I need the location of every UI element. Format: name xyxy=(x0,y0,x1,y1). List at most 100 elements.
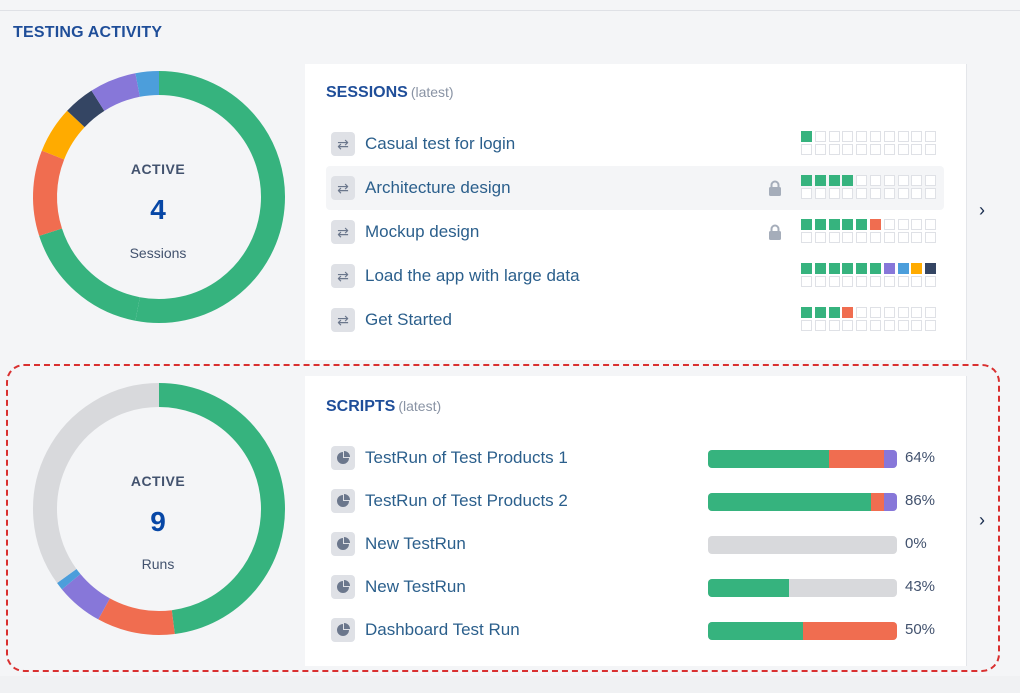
sessions-next-button[interactable]: › xyxy=(966,64,1000,360)
scripts-donut-panel: ACTIVE 9 Runs xyxy=(11,376,305,666)
progress-cell xyxy=(828,188,840,199)
progress-cell xyxy=(814,320,826,331)
script-name[interactable]: New TestRun xyxy=(365,577,466,596)
progress-cell-pass xyxy=(856,263,868,274)
progress-cell xyxy=(814,232,826,243)
progress-cell xyxy=(911,175,923,186)
progress-cell xyxy=(911,131,923,142)
script-progress-bar xyxy=(708,493,897,511)
progress-cell xyxy=(842,131,854,142)
progress-cell xyxy=(911,320,923,331)
scripts-subtitle: (latest) xyxy=(398,398,442,414)
progress-cell-pass xyxy=(828,263,840,274)
progress-cell xyxy=(911,307,923,318)
pie-chart-icon xyxy=(331,489,355,513)
progress-cell xyxy=(897,320,909,331)
progress-cell xyxy=(870,320,881,331)
sessions-title-text[interactable]: SESSIONS xyxy=(326,84,408,101)
progress-cell xyxy=(856,232,868,243)
progress-cell xyxy=(883,219,895,230)
progress-cell xyxy=(814,131,826,142)
progress-cell xyxy=(897,188,909,199)
scripts-list-panel: SCRIPTS (latest) TestRun of Test Products… xyxy=(305,376,966,666)
pie-chart-icon xyxy=(331,446,355,470)
progress-cell xyxy=(883,175,895,186)
bar-segment-pass xyxy=(708,450,829,468)
script-row[interactable]: TestRun of Test Products 1 64% xyxy=(326,436,944,480)
progress-cell xyxy=(883,276,895,287)
progress-cell xyxy=(883,131,895,142)
sessions-donut-panel: ACTIVE 4 Sessions xyxy=(11,64,305,360)
script-row[interactable]: New TestRun 43% xyxy=(326,565,944,609)
progress-cell xyxy=(842,188,854,199)
scripts-next-button[interactable]: › xyxy=(966,376,1000,666)
progress-cell xyxy=(801,188,812,199)
chevron-right-icon[interactable]: › xyxy=(979,200,985,220)
sessions-title[interactable]: SESSIONS (latest) xyxy=(326,84,454,102)
session-name[interactable]: Mockup design xyxy=(365,222,480,241)
progress-cell-blocked xyxy=(911,263,923,274)
session-name[interactable]: Load the app with large data xyxy=(365,266,580,285)
session-row[interactable]: ⇄ Mockup design xyxy=(326,210,944,254)
bar-segment-fail xyxy=(828,450,884,468)
progress-cell xyxy=(897,307,909,318)
sessions-subtitle: (latest) xyxy=(410,84,454,100)
progress-cell xyxy=(925,232,937,243)
progress-cell xyxy=(883,320,895,331)
section-title: TESTING ACTIVITY xyxy=(13,24,163,41)
script-name[interactable]: Dashboard Test Run xyxy=(365,620,520,639)
session-repeat-icon: ⇄ xyxy=(331,264,355,288)
session-name[interactable]: Get Started xyxy=(365,310,452,329)
session-row[interactable]: ⇄ Casual test for login xyxy=(326,122,944,166)
script-row[interactable]: Dashboard Test Run 50% xyxy=(326,608,944,652)
progress-cell xyxy=(883,188,895,199)
progress-cell xyxy=(814,188,826,199)
scripts-title[interactable]: SCRIPTS (latest) xyxy=(326,398,441,416)
progress-cell xyxy=(897,131,909,142)
progress-cell xyxy=(856,320,868,331)
progress-cell-fail xyxy=(870,219,881,230)
session-repeat-icon: ⇄ xyxy=(331,132,355,156)
progress-cell-pass xyxy=(801,219,812,230)
script-name[interactable]: TestRun of Test Products 2 xyxy=(365,491,568,510)
script-name[interactable]: New TestRun xyxy=(365,534,466,553)
top-divider xyxy=(0,10,1020,11)
progress-cell-pass xyxy=(814,219,826,230)
progress-cell xyxy=(883,307,895,318)
session-row[interactable]: ⇄ Load the app with large data xyxy=(326,254,944,298)
chevron-right-icon[interactable]: › xyxy=(979,510,985,530)
sessions-unit-label: Sessions xyxy=(129,245,187,261)
session-row[interactable]: ⇄ Get Started xyxy=(326,298,944,342)
progress-cell xyxy=(911,144,923,155)
session-row[interactable]: ⇄ Architecture design xyxy=(326,166,944,210)
script-percent: 0% xyxy=(905,535,927,552)
progress-cell xyxy=(801,320,812,331)
progress-cell xyxy=(814,276,826,287)
scripts-title-text[interactable]: SCRIPTS xyxy=(326,398,396,415)
bottom-area xyxy=(0,676,1020,693)
progress-cell xyxy=(925,175,937,186)
progress-cell xyxy=(856,276,868,287)
script-progress-bar xyxy=(708,450,897,468)
scripts-donut-segment-skipped xyxy=(61,573,111,620)
session-name[interactable]: Casual test for login xyxy=(365,134,516,153)
progress-cell xyxy=(897,144,909,155)
bar-segment-skipped xyxy=(883,450,897,468)
bar-segment-fail xyxy=(802,622,897,640)
progress-cell-pass xyxy=(870,263,881,274)
lock-icon xyxy=(767,224,783,240)
script-progress-bar xyxy=(708,622,897,640)
progress-cell xyxy=(842,276,854,287)
progress-cell-pass xyxy=(814,263,826,274)
script-name[interactable]: TestRun of Test Products 1 xyxy=(365,448,568,467)
script-row[interactable]: TestRun of Test Products 2 86% xyxy=(326,479,944,523)
progress-cell xyxy=(842,232,854,243)
progress-cell-pass xyxy=(856,219,868,230)
progress-cell-pass xyxy=(801,131,812,142)
progress-cell-pass xyxy=(801,175,812,186)
session-name[interactable]: Architecture design xyxy=(365,178,511,197)
script-row[interactable]: New TestRun 0% xyxy=(326,522,944,566)
session-repeat-icon: ⇄ xyxy=(331,176,355,200)
sessions-card: ACTIVE 4 Sessions SESSIONS (latest) ⇄ Casu… xyxy=(11,64,1000,360)
progress-cell xyxy=(870,131,881,142)
